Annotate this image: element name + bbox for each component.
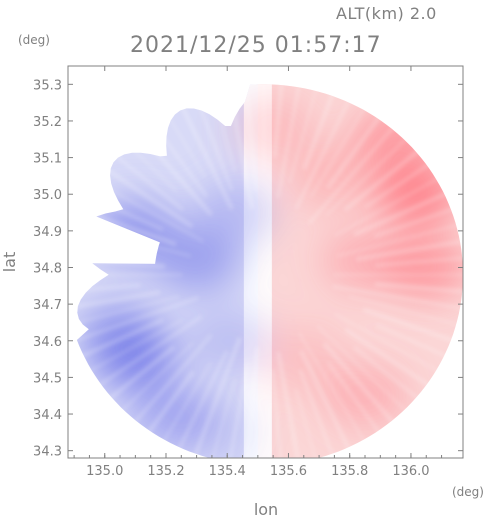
- radial-streak: [158, 361, 213, 449]
- y-tick-label: 35.0: [33, 188, 62, 203]
- radial-streak: [115, 341, 195, 418]
- radial-streak: [272, 84, 285, 158]
- velocity-field: [76, 84, 463, 458]
- radial-streak: [307, 120, 400, 225]
- radial-streak: [362, 307, 461, 346]
- x-axis-ticks: 135.0 135.2 135.4 135.6 135.8 136.0: [73, 66, 443, 479]
- radial-streak: [271, 369, 284, 458]
- radial-streak: [76, 296, 199, 345]
- radial-streak: [297, 332, 370, 449]
- radial-streak: [174, 350, 229, 457]
- y-tick-label: 34.4: [33, 408, 62, 423]
- radial-streak: [82, 318, 184, 376]
- radial-streak: [288, 84, 320, 184]
- radial-streak: [76, 290, 161, 312]
- radial-streak: [91, 315, 203, 391]
- y-tick-label: 34.7: [33, 298, 62, 313]
- radial-streak: [374, 255, 463, 267]
- radial-streak: [348, 295, 463, 328]
- radial-streak: [309, 101, 370, 198]
- radial-streak: [344, 327, 437, 392]
- radial-streak: [332, 284, 463, 312]
- radial-streak: [76, 318, 164, 362]
- radial-streak: [299, 349, 355, 457]
- radial-streak: [173, 92, 234, 211]
- radial-streak: [190, 336, 242, 458]
- radial-streak: [355, 238, 463, 262]
- y-tick-label: 34.5: [33, 371, 62, 386]
- y-tick-label: 34.3: [33, 445, 62, 460]
- radial-streak: [352, 345, 426, 405]
- y-tick-label: 35.2: [33, 115, 62, 130]
- y-tick-label: 34.8: [33, 261, 62, 276]
- plot-frame: [67, 65, 464, 459]
- radial-streak: [322, 342, 400, 430]
- radial-streak: [336, 222, 463, 258]
- radial-streak: [375, 323, 455, 361]
- altitude-label: ALT(km) 2.0: [336, 4, 437, 23]
- x-tick-label: 135.4: [209, 464, 246, 479]
- radial-streak: [374, 282, 463, 295]
- radial-streak: [128, 333, 213, 430]
- radial-streak: [353, 188, 455, 237]
- x-unit-label: (deg): [452, 485, 484, 499]
- y-tick-label: 34.9: [33, 225, 62, 240]
- radial-streak: [244, 84, 258, 192]
- radial-streak: [294, 388, 320, 458]
- x-tick-label: 135.8: [331, 464, 368, 479]
- radial-streak: [226, 362, 250, 458]
- radial-streak: [325, 132, 413, 217]
- y-tick-label: 35.3: [33, 78, 62, 93]
- x-tick-label: 135.0: [86, 464, 123, 479]
- radial-streak: [102, 345, 176, 405]
- velocity-blob: [185, 308, 270, 373]
- chart-header: ALT(km) 2.0 (deg) 2021/12/25 01:57:17: [18, 4, 437, 58]
- radial-streak: [276, 84, 302, 199]
- radial-streak: [294, 92, 354, 210]
- radial-streak: [243, 346, 260, 458]
- radial-streak: [302, 86, 338, 170]
- x-tick-label: 135.6: [270, 464, 307, 479]
- velocity-blob: [191, 180, 276, 245]
- y-tick-label: 35.1: [33, 152, 62, 167]
- radial-streak: [142, 370, 195, 440]
- velocity-radial-streaks: [76, 84, 463, 458]
- radial-streak: [76, 238, 149, 257]
- y-axis-ticks: 34.3 34.4 34.5 34.6 34.7 34.8 34.9 35.0 35.1 35.2…: [33, 78, 463, 460]
- radial-streak: [76, 295, 180, 328]
- radial-streak: [326, 361, 386, 440]
- radial-streak: [76, 283, 142, 294]
- chart-title: 2021/12/25 01:57:17: [130, 33, 382, 58]
- x-axis-title: lon: [254, 500, 278, 519]
- radial-streak: [276, 351, 303, 458]
- radial-streak: [208, 377, 237, 458]
- y-unit-label: (deg): [18, 33, 50, 47]
- radial-streak: [298, 369, 337, 458]
- radial-streak: [343, 144, 426, 212]
- radial-streak: [364, 158, 437, 209]
- velocity-blob: [231, 96, 316, 161]
- radial-streak: [334, 173, 446, 237]
- radial-streak: [316, 325, 413, 418]
- radial-streak: [326, 109, 386, 189]
- radial-streak: [334, 313, 446, 376]
- y-axis-title: lat: [0, 252, 19, 273]
- y-tick-label: 34.6: [33, 335, 62, 350]
- x-tick-label: 136.0: [392, 464, 429, 479]
- x-tick-label: 135.2: [147, 464, 184, 479]
- radial-streak: [373, 204, 461, 238]
